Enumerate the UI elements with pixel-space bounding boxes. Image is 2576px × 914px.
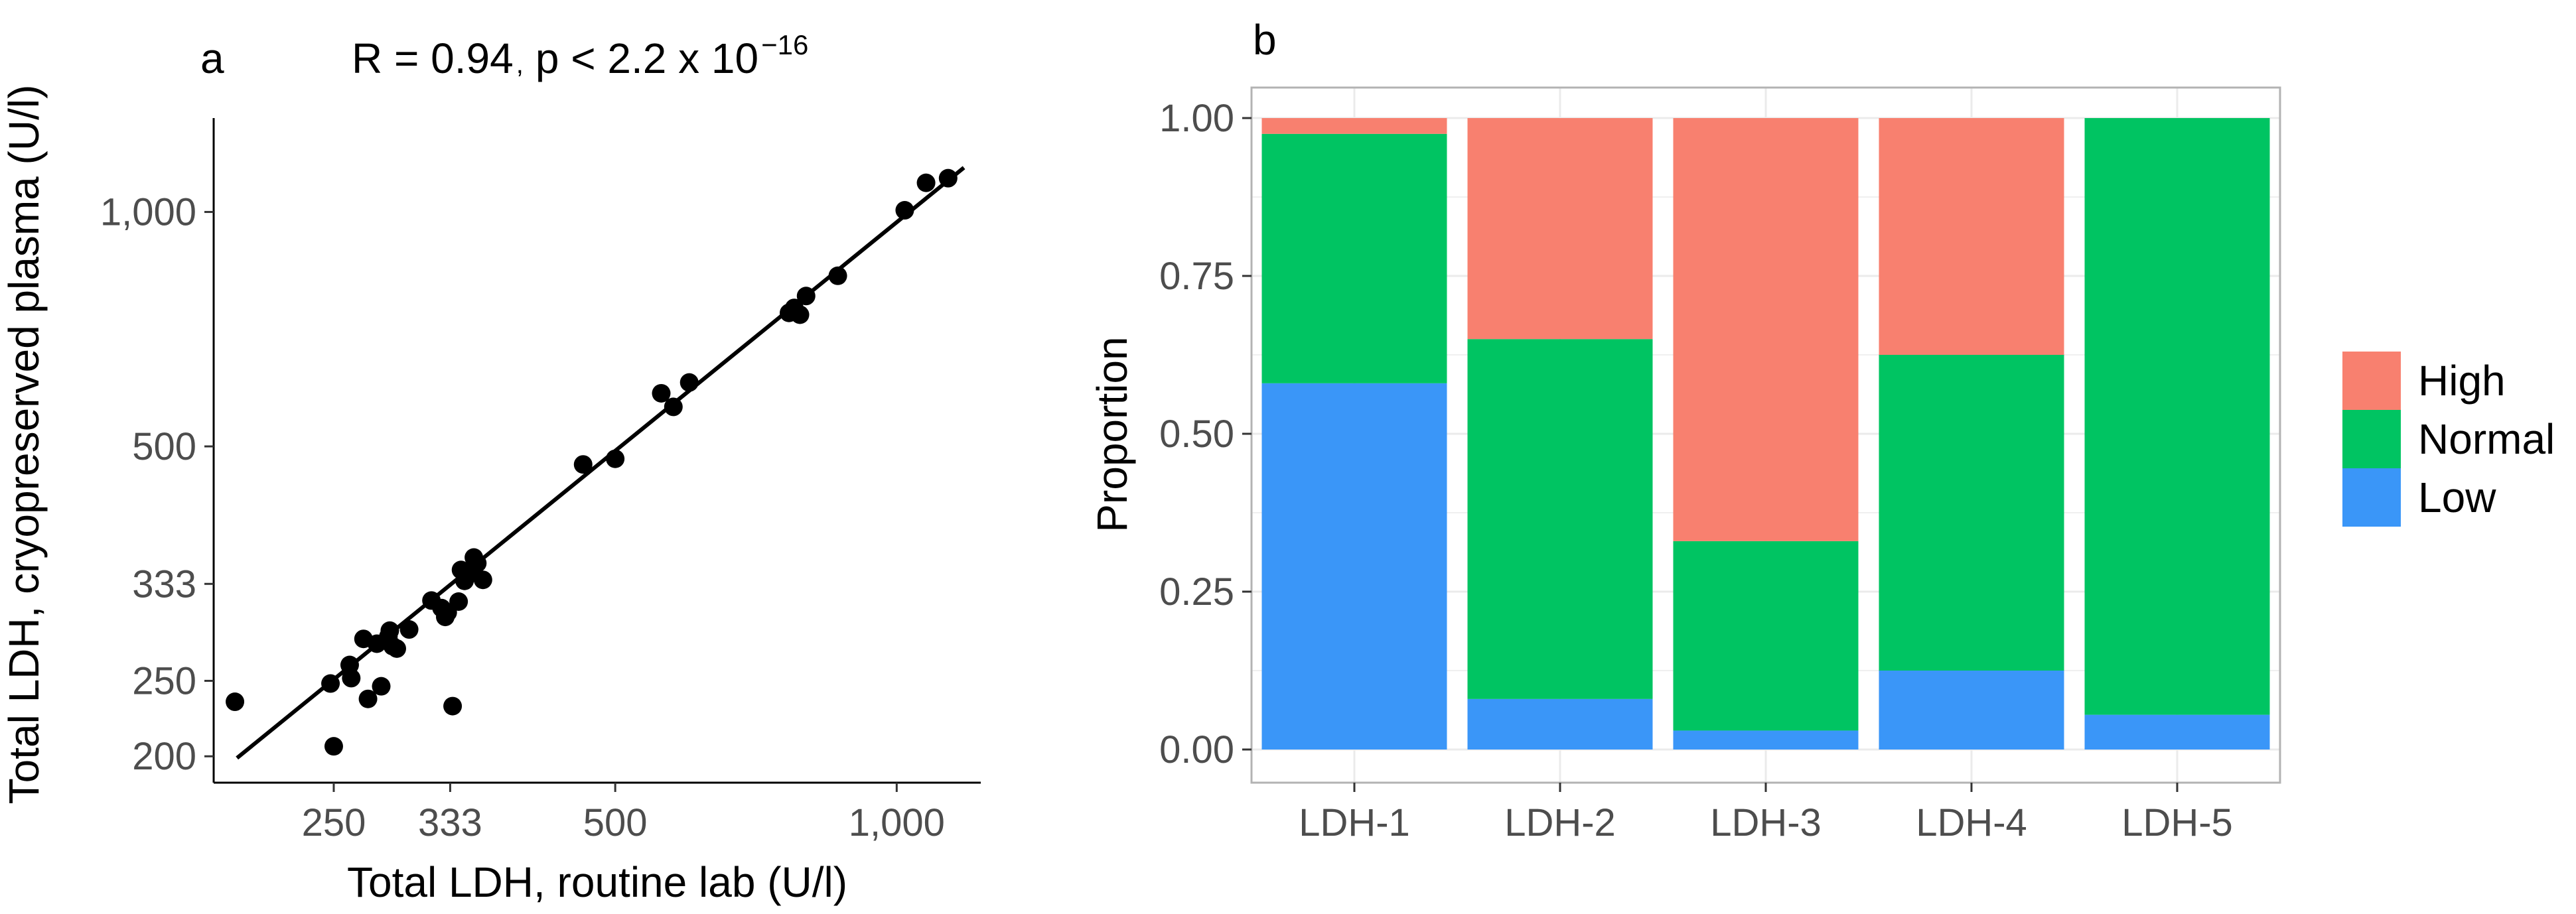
legend-label-normal: Normal xyxy=(2418,415,2555,463)
y-tick-label: 200 xyxy=(132,735,196,778)
scatter-point xyxy=(664,397,683,417)
y-tick-label: 0.00 xyxy=(1159,728,1234,771)
bar-segment-low xyxy=(1879,671,2064,750)
panel-a-x-axis-title: Total LDH, routine lab (U/l) xyxy=(347,858,847,906)
scatter-point xyxy=(387,639,406,658)
y-tick-label: 250 xyxy=(132,659,196,702)
x-tick-label: 500 xyxy=(583,801,648,844)
scatter-point xyxy=(358,689,378,708)
scatter-point xyxy=(573,455,593,474)
correlation-annotation: R = 0.94, p < 2.2 x 10−16 xyxy=(352,29,808,82)
legend-label-low: Low xyxy=(2418,474,2496,521)
bar-segment-normal xyxy=(1673,541,1859,731)
legend-key-high xyxy=(2342,352,2401,410)
scatter-point xyxy=(226,692,245,712)
bar-segment-low xyxy=(1261,383,1447,750)
bar-segment-normal xyxy=(1467,339,1653,699)
bar-segment-low xyxy=(1673,730,1859,750)
p-value-text: p < 2.2 x 10 xyxy=(536,34,758,82)
scatter-point xyxy=(380,621,399,640)
scatter-point xyxy=(342,669,361,688)
scatter-points xyxy=(226,168,958,756)
p-value-exponent: −16 xyxy=(761,29,808,60)
y-tick-label: 1,000 xyxy=(100,191,196,234)
panel-a-y-ticks: 200 250 333 500 1,000 xyxy=(100,191,214,778)
regression-line xyxy=(236,166,966,760)
scatter-point xyxy=(372,677,391,696)
scatter-point xyxy=(399,620,419,639)
panel-b-stacked-bar: b 0.000.250.500.751.00 LDH-1 LDH-2 LDH-3 LD… xyxy=(1088,16,2555,844)
scatter-point xyxy=(321,674,340,693)
scatter-point xyxy=(916,173,936,192)
bar-segment-high xyxy=(1467,118,1653,340)
bar-segment-normal xyxy=(1879,355,2064,671)
bar-segment-high xyxy=(1261,118,1447,134)
scatter-point xyxy=(449,592,468,611)
x-tick-label: LDH-3 xyxy=(1710,801,1822,844)
panel-b-bars xyxy=(1261,118,2270,750)
bar-segment-normal xyxy=(2084,118,2270,715)
panel-b-x-ticks: LDH-1 LDH-2 LDH-3 LDH-4 LDH-5 xyxy=(1299,783,2233,844)
scatter-point xyxy=(443,696,463,716)
x-tick-label: LDH-2 xyxy=(1504,801,1616,844)
bar-segment-normal xyxy=(1261,133,1447,383)
scatter-point xyxy=(473,570,492,590)
panel-b-label: b xyxy=(1253,16,1277,64)
scatter-point xyxy=(324,737,343,756)
x-tick-label: 250 xyxy=(302,801,366,844)
legend-key-low xyxy=(2342,468,2401,527)
scatter-point xyxy=(796,287,816,306)
panel-a-label: a xyxy=(200,34,224,82)
scatter-point xyxy=(652,383,671,403)
r-value-text: R = 0.94 xyxy=(352,34,514,82)
y-tick-label: 0.50 xyxy=(1159,413,1234,456)
y-tick-label: 500 xyxy=(132,425,196,468)
y-tick-label: 333 xyxy=(132,562,196,606)
y-tick-label: 1.00 xyxy=(1159,97,1234,140)
bar-segment-low xyxy=(2084,714,2270,750)
scatter-point xyxy=(790,305,810,324)
legend: High Normal Low xyxy=(2342,352,2555,527)
scatter-point xyxy=(938,168,958,188)
panel-a-y-axis-title: Total LDH, cryopreserved plasma (U/l) xyxy=(0,85,48,805)
x-tick-label: 1,000 xyxy=(849,801,945,844)
scatter-point xyxy=(680,373,699,392)
panel-a-scatter: a R = 0.94, p < 2.2 x 10−16 200 250 333 500 1… xyxy=(0,29,981,906)
annotation-separator: , xyxy=(516,50,524,79)
bar-segment-low xyxy=(1467,698,1653,750)
scatter-point xyxy=(468,554,487,573)
bar-segment-high xyxy=(1673,118,1859,541)
scatter-point xyxy=(606,449,625,468)
panel-b-y-axis-title: Proportion xyxy=(1088,336,1136,532)
x-tick-label: LDH-4 xyxy=(1916,801,2027,844)
y-tick-label: 0.25 xyxy=(1159,570,1234,614)
x-tick-label: LDH-1 xyxy=(1299,801,1410,844)
panel-a-x-ticks: 250 333 500 1,000 xyxy=(302,783,945,844)
panel-b-y-ticks: 0.00 0.25 0.50 0.75 1.00 xyxy=(1159,97,1252,771)
y-tick-label: 0.75 xyxy=(1159,255,1234,298)
legend-label-high: High xyxy=(2418,357,2506,405)
x-tick-label: LDH-5 xyxy=(2121,801,2233,844)
scatter-point xyxy=(828,266,847,285)
scatter-point xyxy=(895,201,914,220)
legend-key-normal xyxy=(2342,410,2401,468)
bar-segment-high xyxy=(1879,118,2064,355)
x-tick-label: 333 xyxy=(418,801,482,844)
